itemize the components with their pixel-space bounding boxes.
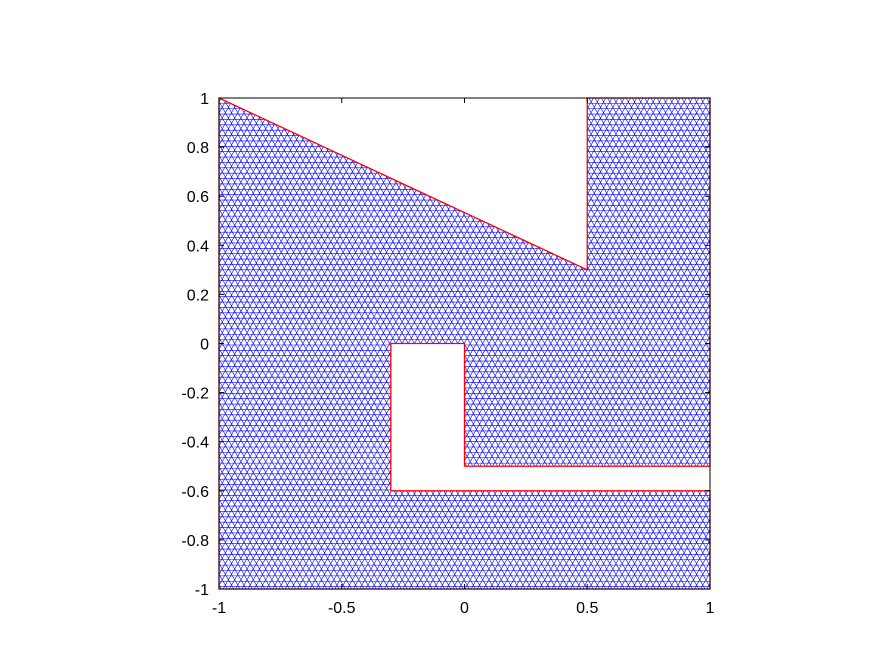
y-tick-label: -0.6 (181, 484, 209, 501)
y-tick-label: 0.6 (187, 189, 209, 206)
y-tick-label: 0.4 (187, 238, 209, 255)
y-tick-label: -0.2 (181, 386, 209, 403)
y-tick-label: -1 (195, 582, 209, 599)
y-tick-label: 0.2 (187, 287, 209, 304)
x-tick-label: -0.5 (328, 600, 356, 617)
x-tick-label: 1 (706, 600, 715, 617)
y-tick-label: 0 (200, 337, 209, 354)
x-tick-label: 0.5 (576, 600, 598, 617)
y-axis-ticks: 1 0.8 0.6 0.4 0.2 0 -0.2 -0.4 -0.6 -0.8 -1 (181, 91, 710, 599)
y-tick-label: 0.8 (187, 140, 209, 157)
x-axis-ticks: -1 -0.5 0 0.5 1 (212, 98, 715, 617)
y-tick-label: -0.4 (181, 435, 209, 452)
y-tick-label: 1 (200, 91, 209, 108)
y-tick-label: -0.8 (181, 533, 209, 550)
x-tick-label: -1 (212, 600, 226, 617)
domain-boundary (218, 96, 711, 590)
x-tick-label: 0 (460, 600, 469, 617)
